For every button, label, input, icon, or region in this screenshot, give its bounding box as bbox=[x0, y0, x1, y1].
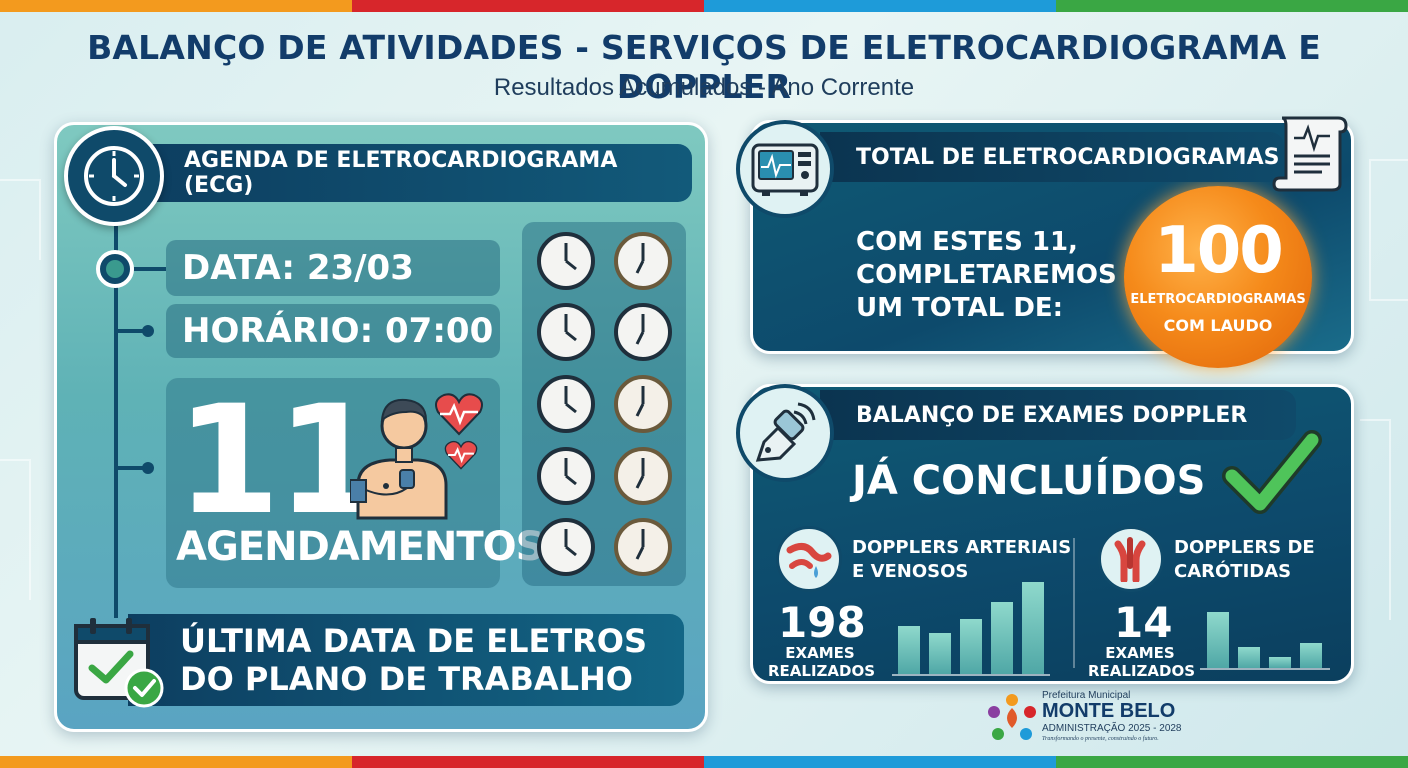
timeline-node bbox=[142, 462, 154, 474]
total-ecg-label-1: ELETROCARDIOGRAMAS bbox=[1130, 292, 1306, 307]
page-title: BALANÇO DE ATIVIDADES - SERVIÇOS DE ELET… bbox=[87, 28, 1321, 106]
arterial-bar bbox=[929, 633, 951, 674]
arterial-label-2: E VENOSOS bbox=[852, 561, 969, 582]
doppler-header: BALANÇO DE EXAMES DOPPLER bbox=[820, 390, 1296, 440]
last-date-line-1: ÚLTIMA DATA DE ELETROS bbox=[180, 622, 648, 660]
artery-icon bbox=[776, 526, 842, 592]
appointments-count: 11 bbox=[176, 374, 381, 548]
check-icon bbox=[1222, 430, 1322, 514]
doppler-probe-icon bbox=[736, 384, 834, 482]
clock-icon bbox=[607, 371, 678, 437]
carotid-bar bbox=[1269, 657, 1291, 668]
city-logo: Prefeitura Municipal MONTE BELO ADMINIST… bbox=[986, 690, 1186, 744]
carotid-chart-baseline bbox=[1200, 668, 1330, 670]
timeline-node bbox=[142, 325, 154, 337]
appointments-label: AGENDAMENTOS bbox=[176, 524, 544, 570]
timeline-branch bbox=[118, 329, 148, 333]
timeline-node bbox=[96, 250, 134, 288]
heart-pulse-icon bbox=[444, 440, 478, 470]
last-date-line-2: DO PLANO DE TRABALHO bbox=[180, 660, 633, 698]
arterial-count-label-1: EXAMES bbox=[785, 644, 855, 662]
clock-icon bbox=[64, 126, 164, 226]
clock-icon bbox=[530, 300, 601, 366]
logo-tagline: Transformando o presente, construindo o … bbox=[1042, 736, 1159, 742]
bottom-color-bar bbox=[0, 756, 1408, 768]
carotid-count-label-1: EXAMES bbox=[1105, 644, 1175, 662]
arterial-bar bbox=[898, 626, 920, 674]
clock-icon bbox=[530, 371, 601, 437]
ecg-monitor-icon bbox=[736, 120, 834, 218]
arterial-bar bbox=[991, 602, 1013, 674]
top-color-bar bbox=[0, 0, 1408, 12]
total-ecg-count: 100 bbox=[1154, 214, 1284, 288]
report-icon bbox=[1272, 112, 1352, 198]
monte-belo-emblem-icon bbox=[988, 694, 1036, 740]
doppler-status: JÁ CONCLUÍDOS bbox=[852, 458, 1206, 504]
last-date-banner: ÚLTIMA DATA DE ELETROS DO PLANO DE TRABA… bbox=[128, 614, 684, 706]
carotid-label-1: DOPPLERS DE bbox=[1174, 537, 1315, 558]
logo-city: MONTE BELO bbox=[1042, 700, 1176, 722]
page-subtitle: Resultados Acumulados - Ano Corrente bbox=[493, 74, 915, 101]
carotid-count-label-2: REALIZADOS bbox=[1088, 662, 1196, 680]
total-ecg-title: TOTAL DE ELETROCARDIOGRAMAS bbox=[856, 144, 1280, 170]
clock-icon bbox=[607, 228, 678, 294]
total-ecg-badge: 100 ELETROCARDIOGRAMAS COM LAUDO bbox=[1124, 186, 1312, 368]
timeline-branch bbox=[118, 466, 148, 470]
arterial-label-1: DOPPLERS ARTERIAIS bbox=[852, 537, 1072, 558]
carotid-bar bbox=[1300, 643, 1322, 668]
heart-pulse-icon bbox=[435, 393, 483, 436]
arterial-bar bbox=[1022, 582, 1044, 674]
calendar-check-icon bbox=[72, 616, 168, 712]
carotid-count: 14 bbox=[1114, 598, 1173, 647]
carotid-bar bbox=[1238, 647, 1260, 668]
carotid-label-2: CARÓTIDAS bbox=[1174, 561, 1292, 582]
arterial-bar bbox=[960, 619, 982, 674]
clock-icon bbox=[530, 514, 601, 580]
total-ecg-label-2: COM LAUDO bbox=[1163, 316, 1273, 335]
doppler-title: BALANÇO DE EXAMES DOPPLER bbox=[856, 402, 1248, 428]
doppler-divider bbox=[1073, 538, 1075, 668]
carotid-icon bbox=[1098, 526, 1164, 592]
arterial-count: 198 bbox=[778, 598, 866, 647]
clock-icon bbox=[530, 443, 601, 509]
arterial-chart-baseline bbox=[892, 674, 1050, 676]
logo-administracao: ADMINISTRAÇÃO 2025 - 2028 bbox=[1042, 723, 1182, 734]
agenda-title: AGENDA DE ELETROCARDIOGRAMA (ECG) bbox=[184, 148, 618, 198]
arterial-count-label-2: REALIZADOS bbox=[768, 662, 876, 680]
carotid-bar bbox=[1207, 612, 1229, 668]
total-ecg-text: COM ESTES 11, COMPLETAREMOS UM TOTAL DE: bbox=[856, 227, 1117, 323]
patient-ecg-icon bbox=[349, 390, 490, 524]
timeline-branch bbox=[134, 267, 166, 271]
timeline-line bbox=[114, 226, 118, 618]
clock-icon bbox=[607, 514, 678, 580]
agenda-header: AGENDA DE ELETROCARDIOGRAMA (ECG) bbox=[140, 144, 692, 202]
clock-grid bbox=[522, 222, 686, 586]
clock-icon bbox=[530, 228, 601, 294]
clock-icon bbox=[607, 443, 678, 509]
agenda-time: HORÁRIO: 07:00 bbox=[166, 304, 500, 358]
agenda-date: DATA: 23/03 bbox=[166, 240, 500, 296]
clock-icon bbox=[607, 300, 678, 366]
logo-prefeitura: Prefeitura Municipal bbox=[1042, 690, 1131, 701]
total-ecg-header: TOTAL DE ELETROCARDIOGRAMAS bbox=[820, 132, 1284, 182]
